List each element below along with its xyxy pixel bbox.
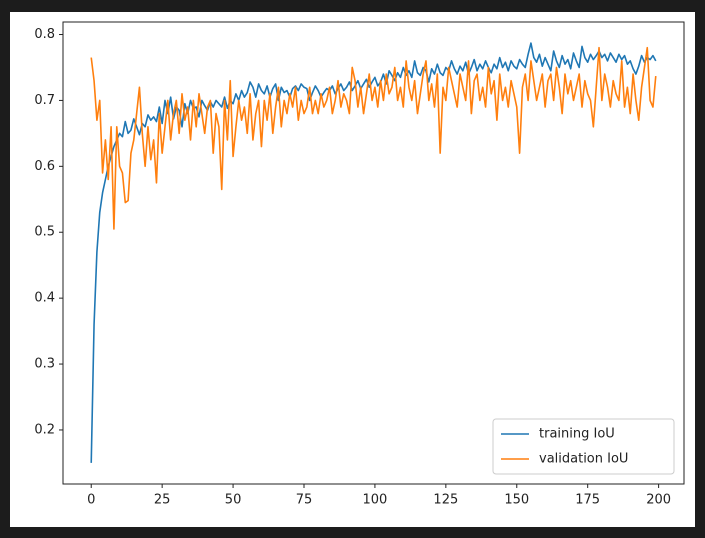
x-tick-label: 175	[575, 493, 600, 508]
y-tick-label: 0.7	[34, 93, 55, 108]
series-line	[90, 42, 657, 463]
x-tick-label: 200	[646, 493, 671, 508]
x-tick-label: 125	[433, 493, 458, 508]
axes-frame	[62, 21, 685, 485]
y-tick-label: 0.6	[34, 159, 55, 174]
y-tick-label: 0.8	[34, 27, 55, 42]
plot-area	[63, 22, 684, 484]
x-tick-label: 25	[154, 493, 171, 508]
series-line	[90, 46, 657, 230]
y-tick-label: 0.5	[34, 225, 55, 240]
legend-label: validation IoU	[539, 452, 628, 467]
y-tick-label: 0.2	[34, 422, 55, 437]
y-tick-label: 0.4	[34, 291, 55, 306]
legend-label: training IoU	[539, 427, 615, 442]
x-tick-label: 75	[296, 493, 313, 508]
y-tick-label: 0.3	[34, 357, 55, 372]
legend-box	[492, 418, 675, 475]
x-tick-label: 150	[504, 493, 529, 508]
x-tick-label: 100	[363, 493, 388, 508]
x-tick-label: 0	[87, 493, 95, 508]
x-tick-label: 50	[225, 493, 242, 508]
